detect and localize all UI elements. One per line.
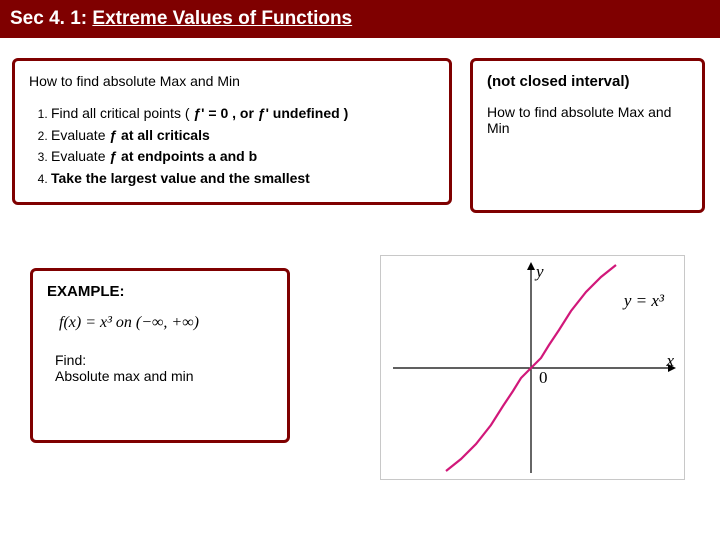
find-text: Absolute max and min — [55, 368, 273, 384]
find-label: Find: — [55, 352, 273, 368]
steps-list: Find all critical points ( ƒ' = 0 , or ƒ… — [51, 103, 435, 190]
find-block: Find: Absolute max and min — [55, 352, 273, 384]
axis-x-label: x — [666, 351, 674, 371]
card-closed-interval: How to find absolute Max and Min Find al… — [12, 58, 452, 205]
step-1-pre: Find all critical points ( — [51, 105, 193, 121]
graph-cubic: y x 0 y = x³ — [380, 255, 685, 480]
curve-equation: y = x³ — [622, 291, 666, 311]
example-title: EXAMPLE: — [47, 283, 273, 300]
card-not-closed: (not closed interval) How to find absolu… — [470, 58, 705, 213]
step-3-bold: ƒ at endpoints a and b — [109, 148, 257, 164]
step-2-pre: Evaluate — [51, 127, 109, 143]
title-prefix: Sec 4. 1: — [10, 8, 92, 29]
step-4: Take the largest value and the smallest — [51, 168, 435, 190]
title-main: Extreme Values of Functions — [92, 8, 352, 29]
step-1: Find all critical points ( ƒ' = 0 , or ƒ… — [51, 103, 435, 125]
graph-svg — [381, 256, 686, 481]
step-2: Evaluate ƒ at all criticals — [51, 125, 435, 147]
example-formula: f(x) = x³ on (−∞, +∞) — [59, 314, 273, 332]
right-card-body: How to find absolute Max and Min — [487, 104, 688, 136]
step-3-pre: Evaluate — [51, 148, 109, 164]
axis-y-label: y — [536, 262, 544, 282]
title-bar: Sec 4. 1: Extreme Values of Functions — [0, 0, 720, 38]
step-1-bold: ƒ' = 0 , or ƒ' undefined ) — [193, 105, 348, 121]
left-card-heading: How to find absolute Max and Min — [29, 73, 435, 89]
right-card-heading: (not closed interval) — [487, 73, 688, 90]
step-4-bold: Take the largest value and the smallest — [51, 170, 310, 186]
card-example: EXAMPLE: f(x) = x³ on (−∞, +∞) Find: Abs… — [30, 268, 290, 443]
step-2-bold: ƒ at all criticals — [109, 127, 209, 143]
origin-label: 0 — [539, 368, 548, 388]
step-3: Evaluate ƒ at endpoints a and b — [51, 146, 435, 168]
